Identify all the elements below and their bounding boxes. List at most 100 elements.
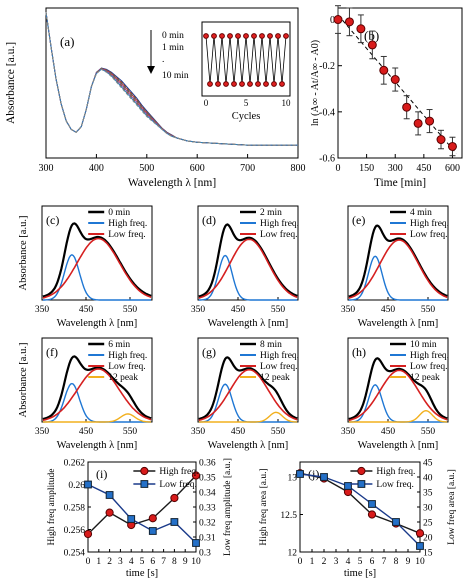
panel-a-inset-point: [251, 33, 257, 39]
panel-i-legend-entry: High freq.: [159, 466, 198, 477]
panel-g-low-freq-line: [198, 368, 298, 422]
panel-j-legend-entry: High freq.: [376, 466, 415, 477]
panel-a-inset-point: [207, 81, 213, 87]
panel-i-x-tick-label: 5: [140, 557, 145, 567]
panel-c-low-freq-line: [42, 237, 152, 299]
panel-i-series-point: [83, 529, 93, 539]
panel-d-low-freq-line: [198, 238, 298, 299]
panel-d-label: (d): [202, 213, 216, 227]
panel-a-inset-tick-label: 5: [244, 98, 249, 108]
panel-j-x-tick-label: 2: [322, 557, 327, 567]
panel-a-inset-tick-label: 0: [204, 98, 209, 108]
panel-i-x-tick-label: 7: [161, 557, 166, 567]
panel-f-x-tick-label: 350: [35, 427, 50, 437]
panel-a-inset-point: [243, 33, 249, 39]
panel-f-label: (f): [46, 345, 58, 359]
panel-a-inset-point: [271, 81, 277, 87]
panel-f-x-tick-label: 550: [123, 427, 138, 437]
panel-a-time-label: .: [162, 55, 164, 65]
panel-j-series-point: [415, 529, 425, 538]
panel-b-y-axis-label: ln (A∞ - At/A∞ - A0): [310, 40, 321, 126]
panel-j-series-point: [344, 482, 352, 490]
panel-a-inset-point: [231, 81, 237, 87]
panel-b-x-tick-label: 450: [416, 163, 431, 174]
panel-b-x-tick-label: 0: [336, 163, 341, 174]
panel-j-x-tick-label: 10: [415, 557, 425, 567]
panel-a-frame: [45, 7, 299, 159]
panel-i-y-left-tick-label: 0.254: [64, 549, 86, 559]
panel-f-total-line: [42, 355, 152, 421]
panel-i-x-tick-label: 4: [129, 557, 134, 567]
panel-e-x-tick-label: 350: [341, 305, 356, 315]
panel-a-x-tick-label: 600: [190, 163, 205, 174]
panel-a-inset-tick-label: 10: [282, 98, 292, 108]
panel-i-series-point: [170, 493, 179, 503]
panel-h-x-tick-label: 350: [341, 427, 356, 437]
panel-a-y-axis-label: Absorbance [a.u.]: [5, 42, 17, 124]
panel-h-x-axis-label: Wavelength λ [nm]: [358, 440, 439, 451]
panel-a-inset-point: [223, 81, 229, 87]
panel-d-legend-entry: High freq.: [260, 218, 299, 229]
panel-j-label: (j): [308, 467, 319, 481]
panel-g-x-axis-label: Wavelength λ [nm]: [208, 440, 289, 451]
panel-f-legend-entry: 12 peak: [108, 373, 138, 383]
panel-c-legend-entry: High freq.: [108, 218, 147, 229]
panel-c-x-tick-label: 350: [35, 305, 50, 315]
panel-g-legend-entry: 12 peak: [260, 373, 290, 383]
panel-j-y-right-tick-label: 35: [423, 489, 433, 499]
panel-i-series-point: [105, 508, 114, 517]
panel-a-x-tick-label: 800: [291, 163, 306, 174]
panel-i-x-tick-label: 10: [191, 557, 201, 567]
panel-j-y-left-axis-label: High freq area [a.u.]: [258, 468, 269, 545]
panel-a-spectrum-line: [45, 12, 298, 146]
panel-a-time-label: 0 min: [162, 31, 184, 41]
panel-j-legend-marker: [357, 480, 366, 488]
panel-a-inset-point: [239, 81, 245, 87]
panel-a-inset-point: [259, 33, 265, 39]
panel-i-x-tick-label: 1: [96, 557, 101, 567]
panel-a-x-tick-label: 300: [39, 163, 54, 174]
panel-e-total-line: [348, 224, 448, 298]
panel-j-y-right-axis-label: Low freq area [a.u.]: [446, 469, 457, 545]
panel-j-x-tick-label: 6: [370, 557, 375, 567]
panel-b-x-tick-label: 600: [445, 163, 460, 174]
panel-i-y-right-tick-label: 0.35: [199, 474, 216, 484]
panel-g-peak12-line: [198, 411, 298, 423]
panel-j-y-right-tick-label: 45: [423, 459, 433, 469]
panel-a-inset-point: [255, 81, 261, 87]
panel-b-point: [402, 102, 412, 112]
panel-i-series-point: [148, 527, 157, 535]
panel-j-series-point: [368, 500, 376, 508]
panel-g-legend-entry: Low freq.: [260, 361, 297, 372]
panel-j-y-left-tick-label: 12: [288, 549, 298, 559]
panel-a-inset-point: [235, 33, 241, 39]
panel-i-series-point: [192, 539, 200, 547]
panel-i-series-point: [191, 471, 201, 480]
panel-b-point: [413, 118, 423, 128]
panel-a-x-tick-label: 500: [139, 163, 154, 174]
panel-a-inset-frame: [201, 21, 291, 97]
panel-e-legend-entry: High freq.: [410, 218, 449, 229]
panel-b-point: [390, 75, 400, 85]
panel-a-inset-point: [211, 33, 217, 39]
panel-i-y-right-tick-label: 0.34: [199, 489, 216, 499]
panel-i-series-point: [105, 491, 114, 499]
panel-j-y-right-tick-label: 20: [423, 534, 433, 544]
panel-a-inset-point: [219, 33, 225, 39]
panel-a-label: (a): [60, 34, 74, 49]
panel-f-legend-title: 6 min: [108, 340, 130, 350]
panel-i-x-tick-label: 3: [118, 557, 123, 567]
panel-d-high-freq-line: [198, 254, 298, 301]
panel-i-y-left-tick-label: 0.258: [64, 504, 86, 514]
panel-j-legend-entry: Low freq.: [376, 479, 413, 490]
panel-i-series-line: [87, 475, 197, 535]
panel-i-legend-marker: [140, 480, 149, 488]
panel-a-inset-point: [279, 81, 285, 87]
panel-b-y-tick-label: -0.4: [319, 107, 335, 118]
panel-e-x-axis-label: Wavelength λ [nm]: [358, 318, 439, 329]
panel-i-y-right-tick-label: 0.36: [199, 459, 216, 469]
panel-i-y-right-tick-label: 0.3: [199, 549, 211, 559]
panel-i-x-tick-label: 2: [107, 557, 112, 567]
panel-g-x-tick-label: 450: [231, 427, 246, 437]
panel-a-inset-point: [267, 33, 273, 39]
